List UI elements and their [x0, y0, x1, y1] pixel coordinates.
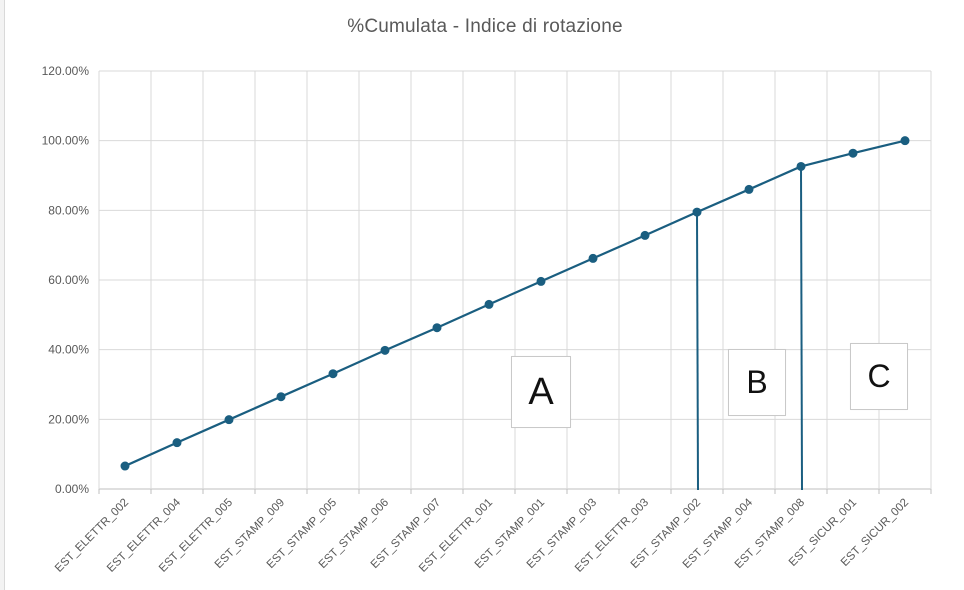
data-point	[848, 148, 858, 158]
line-chart: 0.00% 20.00% 40.00% 60.00% 80.00% 100.00% 120.…	[42, 64, 932, 575]
y-tick-label: 40.00%	[48, 343, 89, 357]
zone-label-b[interactable]: B	[728, 349, 786, 416]
data-point	[900, 136, 910, 146]
zone-label-c-text: C	[867, 358, 891, 394]
chart-title: %Cumulata - Indice di rotazione	[347, 16, 623, 37]
zone-label-b-text: B	[746, 364, 768, 400]
data-point	[484, 299, 494, 309]
series-line	[124, 139, 906, 468]
data-point	[588, 253, 598, 263]
cut-line	[800, 166, 803, 491]
data-point	[744, 184, 754, 194]
zone-label-a[interactable]: A	[511, 356, 571, 428]
data-point	[380, 345, 390, 355]
data-point	[432, 323, 442, 333]
y-tick-label: 120.00%	[42, 64, 90, 78]
zone-label-c[interactable]: C	[850, 343, 908, 410]
data-point	[172, 438, 182, 448]
cut-line	[696, 212, 699, 491]
chart-area[interactable]: %Cumulata - Indice di rotazione 0.00% 20.…	[4, 0, 964, 590]
y-tick-label: 20.00%	[48, 412, 89, 426]
y-tick-label: 100.00%	[42, 134, 90, 148]
zone-label-a-text: A	[528, 370, 554, 413]
data-point	[120, 461, 130, 471]
data-point	[224, 415, 234, 425]
data-point	[536, 276, 546, 286]
data-point	[796, 161, 806, 171]
y-tick-label: 80.00%	[48, 203, 89, 217]
data-point	[276, 392, 286, 402]
y-tick-label: 0.00%	[55, 482, 89, 496]
y-tick-label: 60.00%	[48, 273, 89, 287]
data-point	[640, 230, 650, 240]
data-point	[328, 369, 338, 379]
data-point	[692, 207, 702, 217]
